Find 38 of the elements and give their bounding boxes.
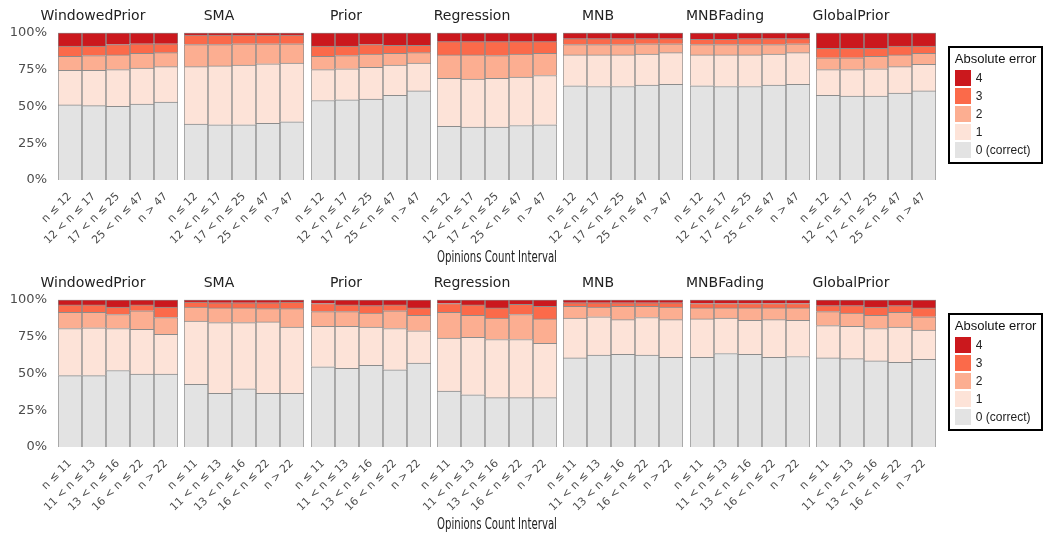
legend-label: 3: [975, 356, 983, 370]
chart-title: WindowedPrior: [40, 274, 146, 291]
legend-label: 4: [975, 71, 983, 85]
y-tick-label: 50%: [18, 364, 47, 380]
y-tick-label: 100%: [9, 291, 47, 307]
legend-label: 1: [975, 392, 983, 406]
legend-title: Absolute error: [954, 51, 1037, 66]
chart-title: Prior: [329, 274, 362, 291]
chart-title: MNB: [582, 274, 615, 291]
chart-title: Prior: [329, 7, 362, 24]
x-axis-title: Opinions Count Interval: [436, 514, 557, 533]
y-tick-label: 25%: [18, 401, 47, 417]
legend-label: 2: [975, 374, 983, 388]
chart-title: MNBFading: [685, 274, 764, 291]
y-tick-label: 0%: [26, 438, 47, 454]
legend-title: Absolute error: [954, 318, 1037, 333]
legend-label: 0 (correct): [975, 410, 1031, 424]
legend-label: 1: [975, 125, 983, 139]
legend-label: 4: [975, 338, 983, 352]
y-tick-label: 75%: [18, 60, 47, 76]
legend-label: 2: [975, 107, 983, 121]
chart-title: MNBFading: [685, 7, 764, 24]
y-tick-label: 25%: [18, 134, 47, 150]
x-axis-title: Opinions Count Interval: [436, 247, 557, 266]
legend-label: 3: [975, 89, 983, 103]
chart-title: SMA: [204, 7, 235, 24]
chart-title: WindowedPrior: [40, 7, 146, 24]
y-tick-label: 0%: [26, 171, 47, 187]
chart-title: Regression: [433, 274, 511, 291]
chart-title: GlobalPrior: [812, 7, 890, 24]
legend-label: 0 (correct): [975, 143, 1031, 157]
chart-title: MNB: [582, 7, 615, 24]
y-tick-label: 50%: [18, 97, 47, 113]
y-tick-label: 100%: [9, 24, 47, 40]
y-tick-label: 75%: [18, 327, 47, 343]
chart-title: SMA: [204, 274, 235, 291]
chart-title: Regression: [433, 7, 511, 24]
chart-title: GlobalPrior: [812, 274, 890, 291]
